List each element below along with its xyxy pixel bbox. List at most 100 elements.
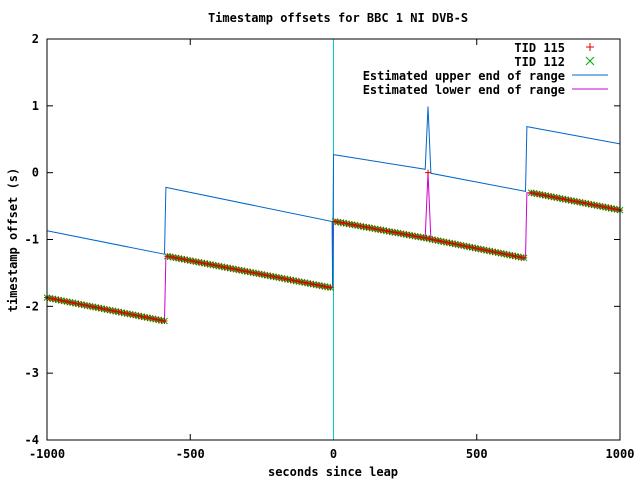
x-tick-label: 1000 — [606, 447, 635, 461]
point-tid-115 — [264, 272, 271, 279]
point-tid-115 — [568, 197, 575, 204]
point-tid-115 — [195, 259, 202, 266]
point-tid-115 — [394, 230, 401, 237]
point-tid-115 — [582, 200, 589, 207]
legend: TID 115 TID 112 Estimated upper end of r… — [363, 41, 608, 97]
point-tid-115 — [138, 313, 145, 320]
point-tid-115 — [483, 247, 490, 254]
point-tid-115 — [506, 252, 513, 259]
point-tid-115 — [218, 263, 225, 270]
point-tid-115 — [372, 225, 379, 232]
point-tid-115 — [261, 271, 268, 278]
point-tid-115 — [118, 309, 125, 316]
point-tid-115 — [420, 234, 427, 241]
point-tid-115 — [374, 226, 381, 233]
point-tid-115 — [235, 266, 242, 273]
point-tid-115 — [437, 238, 444, 245]
point-tid-115 — [127, 311, 134, 318]
point-tid-115 — [144, 314, 151, 321]
point-tid-115 — [238, 267, 245, 274]
x-axis-label: seconds since leap — [268, 465, 398, 479]
point-tid-115 — [435, 237, 442, 244]
point-tid-115 — [531, 190, 538, 197]
point-tid-115 — [250, 269, 257, 276]
point-tid-115 — [528, 189, 535, 196]
point-tid-115 — [98, 305, 105, 312]
point-tid-115 — [221, 264, 228, 271]
point-tid-115 — [84, 302, 91, 309]
point-tid-115 — [75, 300, 82, 307]
point-tid-115 — [256, 270, 263, 277]
point-tid-115 — [521, 254, 528, 261]
point-tid-115 — [52, 296, 59, 303]
point-tid-115 — [412, 233, 419, 240]
point-tid-115 — [349, 221, 356, 228]
point-tid-115 — [276, 274, 283, 281]
point-tid-115 — [104, 306, 111, 313]
legend-label-tid-112: TID 112 — [514, 55, 565, 69]
legend-plus-symbol — [586, 43, 594, 51]
point-tid-115 — [46, 295, 53, 302]
point-tid-115 — [509, 252, 516, 259]
point-tid-115 — [316, 282, 323, 289]
x-tick-label: 0 — [330, 447, 337, 461]
x-tick-label: -1000 — [29, 447, 65, 461]
point-tid-115 — [181, 256, 188, 263]
point-tid-115 — [443, 239, 450, 246]
point-tid-115 — [539, 191, 546, 198]
point-tid-115 — [287, 276, 294, 283]
y-tick-label: 0 — [32, 166, 39, 180]
point-tid-115 — [551, 194, 558, 201]
point-tid-115 — [460, 242, 467, 249]
point-tid-115 — [389, 228, 396, 235]
point-tid-115 — [78, 301, 85, 308]
point-tid-115 — [571, 198, 578, 205]
point-tid-115 — [278, 275, 285, 282]
point-tid-115 — [417, 234, 424, 241]
y-tick-label: -3 — [25, 366, 39, 380]
point-tid-115 — [331, 218, 338, 225]
point-tid-115 — [55, 296, 62, 303]
point-tid-115 — [576, 199, 583, 206]
point-tid-115 — [556, 195, 563, 202]
point-tid-115 — [360, 223, 367, 230]
point-tid-115 — [192, 258, 199, 265]
point-tid-115 — [215, 263, 222, 270]
point-tid-115 — [608, 205, 615, 212]
point-tid-115 — [184, 257, 191, 264]
point-tid-115 — [121, 310, 128, 317]
y-tick-label: -1 — [25, 233, 39, 247]
point-tid-115 — [409, 232, 416, 239]
point-tid-115 — [241, 268, 248, 275]
point-tid-115 — [400, 231, 407, 238]
series-upper-range-line — [46, 106, 621, 287]
point-tid-115 — [132, 312, 139, 319]
point-tid-115 — [92, 304, 99, 311]
point-tid-115 — [152, 316, 159, 323]
point-tid-115 — [247, 269, 254, 276]
point-tid-115 — [304, 280, 311, 287]
point-tid-115 — [321, 283, 328, 290]
point-tid-115 — [170, 254, 177, 261]
point-tid-115 — [440, 238, 447, 245]
point-tid-115 — [49, 295, 56, 302]
point-tid-115 — [533, 190, 540, 197]
point-tid-115 — [605, 204, 612, 211]
chart-title: Timestamp offsets for BBC 1 NI DVB-S — [208, 11, 468, 25]
point-tid-115 — [150, 315, 157, 322]
point-tid-115 — [61, 298, 68, 305]
point-tid-115 — [351, 222, 358, 229]
point-tid-115 — [426, 235, 433, 242]
point-tid-115 — [500, 250, 507, 257]
point-tid-115 — [86, 303, 93, 310]
point-tid-115 — [175, 255, 182, 262]
legend-label-lower-range: Estimated lower end of range — [363, 83, 565, 97]
point-tid-115 — [403, 231, 410, 238]
point-tid-115 — [135, 312, 142, 319]
point-tid-115 — [178, 255, 185, 262]
point-tid-115 — [489, 248, 496, 255]
point-tid-115 — [602, 204, 609, 211]
point-tid-115 — [469, 244, 476, 251]
